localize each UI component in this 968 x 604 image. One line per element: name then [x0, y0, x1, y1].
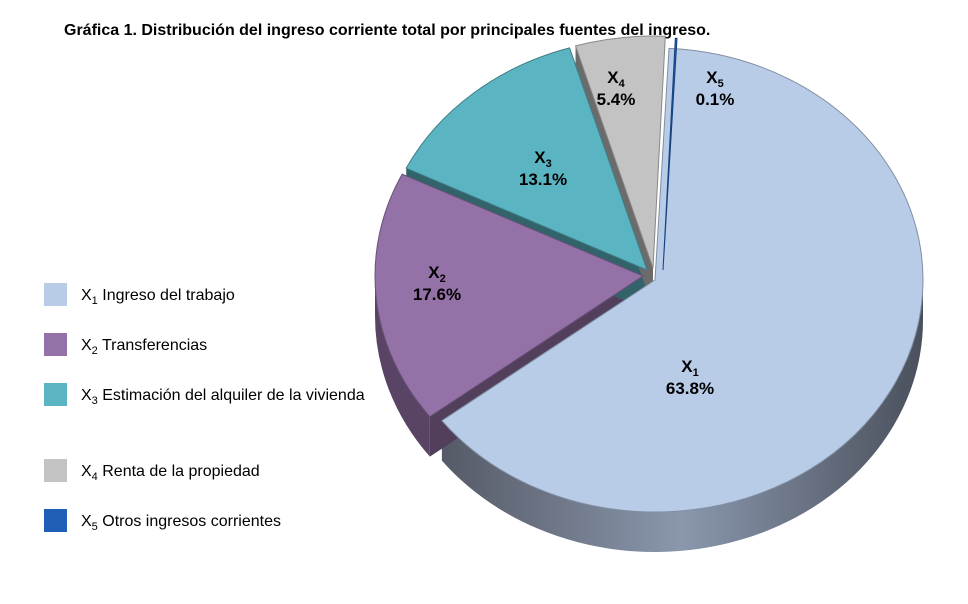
slice-label-x4: X45.4% [597, 68, 636, 109]
slice-key-x5: X5 [706, 68, 723, 90]
legend-swatch-x3 [44, 383, 67, 406]
slice-x5 [662, 37, 678, 271]
legend-label-x3: X3 Estimación del alquiler de la viviend… [81, 387, 365, 407]
slice-side-x1 [441, 280, 923, 552]
legend-label-x5: X5 Otros ingresos corrientes [81, 513, 281, 533]
slice-value-x4: 5.4% [597, 90, 636, 109]
legend: X1 Ingreso del trabajo X2 Transferencias X… [44, 280, 374, 556]
chart-title: Gráfica 1. Distribución del ingreso corr… [64, 22, 711, 39]
slice-x3 [405, 47, 648, 271]
legend-swatch-x4 [44, 459, 67, 482]
legend-swatch-x5 [44, 509, 67, 532]
slice-key-x3: X3 [534, 148, 551, 170]
pie-tops [374, 35, 924, 513]
slice-x2 [374, 173, 645, 418]
legend-item-x4: X4 Renta de la propiedad [44, 456, 374, 484]
legend-swatch-x1 [44, 283, 67, 306]
legend-label-x1: X1 Ingreso del trabajo [81, 287, 235, 307]
legend-item-x3: X3 Estimación del alquiler de la viviend… [44, 380, 374, 434]
legend-item-x5: X5 Otros ingresos corrientes [44, 506, 374, 534]
slice-key-x1: X1 [681, 357, 698, 379]
slice-x1 [441, 47, 924, 513]
slice-label-x5: X50.1% [696, 68, 735, 109]
slice-key-x2: X2 [428, 263, 445, 285]
slice-side-x2 [375, 276, 430, 457]
slice-value-x2: 17.6% [413, 285, 461, 304]
slice-x4 [574, 35, 666, 269]
slice-value-x3: 13.1% [519, 170, 567, 189]
legend-item-x2: X2 Transferencias [44, 330, 374, 358]
legend-item-x1: X1 Ingreso del trabajo [44, 280, 374, 308]
slice-value-x5: 0.1% [696, 90, 735, 109]
legend-label-x2: X2 Transferencias [81, 337, 208, 357]
legend-swatch-x2 [44, 333, 67, 356]
slice-value-x1: 63.8% [666, 379, 714, 398]
legend-label-x4: X4 Renta de la propiedad [81, 463, 260, 483]
slice-key-x4: X4 [607, 68, 625, 90]
